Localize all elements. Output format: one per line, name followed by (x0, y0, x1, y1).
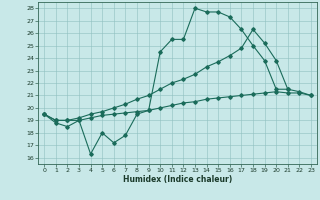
X-axis label: Humidex (Indice chaleur): Humidex (Indice chaleur) (123, 175, 232, 184)
